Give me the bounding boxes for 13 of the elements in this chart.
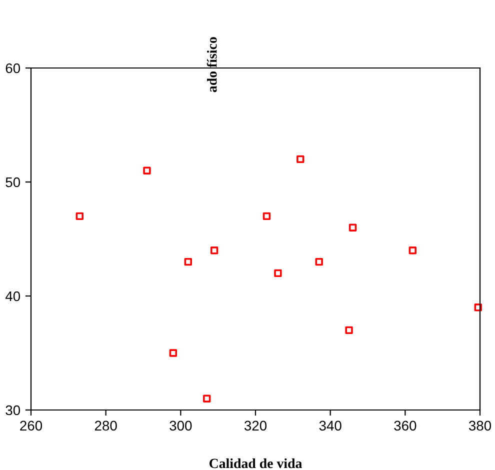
x-tick-label: 260 xyxy=(20,420,42,431)
y-tick-label: 50 xyxy=(6,177,20,188)
x-tick-label: 320 xyxy=(244,420,267,431)
y-tick-label: 30 xyxy=(6,405,20,416)
x-tick-label: 360 xyxy=(394,420,416,431)
x-tick-label: 380 xyxy=(468,420,492,431)
y-tick-label: 40 xyxy=(5,291,20,302)
y-tick-label: 60 xyxy=(6,63,20,74)
x-tick-label: 280 xyxy=(94,420,117,431)
y-axis-title: ado físico xyxy=(206,37,217,92)
x-tick-label: 340 xyxy=(319,420,342,431)
x-tick-label: 300 xyxy=(170,420,192,431)
x-axis-title: Calidad de vida xyxy=(209,458,302,468)
